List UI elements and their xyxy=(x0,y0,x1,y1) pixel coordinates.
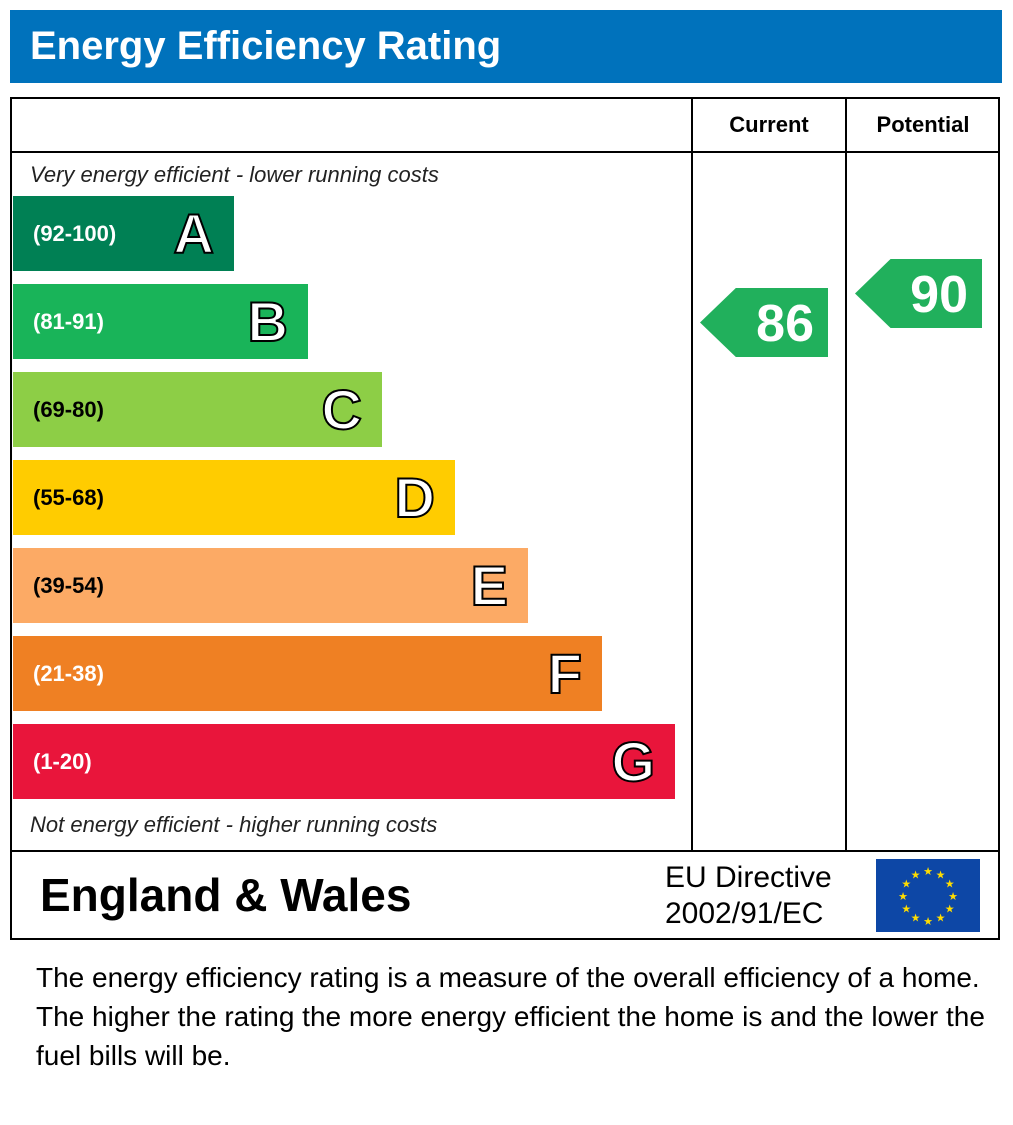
band-letter: C xyxy=(321,377,363,442)
star-icon: ★ xyxy=(945,904,955,916)
eu-directive: EU Directive 2002/91/EC xyxy=(665,860,832,932)
band-letter: D xyxy=(394,465,436,530)
rating-table xyxy=(10,97,1000,940)
top-note: Very energy efficient - lower running co… xyxy=(30,162,439,187)
band-letter: A xyxy=(173,201,215,266)
divider xyxy=(10,850,1000,852)
star-icon: ★ xyxy=(901,879,911,891)
star-icon: ★ xyxy=(948,891,958,903)
band-letter: F xyxy=(547,641,583,706)
band-range: (1-20) xyxy=(33,749,92,774)
star-icon: ★ xyxy=(901,904,911,916)
band-c: (69-80) C xyxy=(13,372,382,447)
directive-line2: 2002/91/EC xyxy=(665,897,824,930)
band-d: (55-68) D xyxy=(13,460,455,535)
bottom-note: Not energy efficient - higher running co… xyxy=(30,812,438,837)
band-letter: B xyxy=(247,289,289,354)
current-header: Current xyxy=(729,112,809,137)
directive-line1: EU Directive xyxy=(665,861,832,894)
band-f: (21-38) F xyxy=(13,636,602,711)
band-range: (21-38) xyxy=(33,661,104,686)
band-a: (92-100) A xyxy=(13,196,234,271)
band-e: (39-54) E xyxy=(13,548,528,623)
band-range: (92-100) xyxy=(33,221,117,246)
band-range: (81-91) xyxy=(33,309,104,334)
divider xyxy=(691,97,693,852)
star-icon: ★ xyxy=(923,916,933,928)
star-icon: ★ xyxy=(911,913,921,925)
potential-rating-arrow: 90 xyxy=(855,259,982,328)
potential-header: Potential xyxy=(876,112,970,137)
band-range: (39-54) xyxy=(33,573,104,598)
band-range: (55-68) xyxy=(33,485,104,510)
star-icon: ★ xyxy=(936,869,946,881)
eu-flag-icon: ★ ★★★★★★★★★★★ xyxy=(876,859,980,932)
divider xyxy=(10,151,1000,153)
star-icon: ★ xyxy=(923,866,933,878)
divider xyxy=(845,97,847,852)
band-letter: G xyxy=(610,729,656,794)
star-icon: ★ xyxy=(911,869,921,881)
title-bar: Energy Efficiency Rating xyxy=(10,10,1002,83)
star-icon: ★ xyxy=(936,913,946,925)
band-b: (81-91) B xyxy=(13,284,308,359)
band-range: (69-80) xyxy=(33,397,104,422)
band-letter: E xyxy=(470,553,509,618)
country-label: England & Wales xyxy=(40,869,412,921)
star-icon: ★ xyxy=(898,891,908,903)
star-icon: ★ xyxy=(945,879,955,891)
description: The energy efficiency rating is a measur… xyxy=(36,962,985,1071)
band-g: (1-20) G xyxy=(13,724,675,799)
